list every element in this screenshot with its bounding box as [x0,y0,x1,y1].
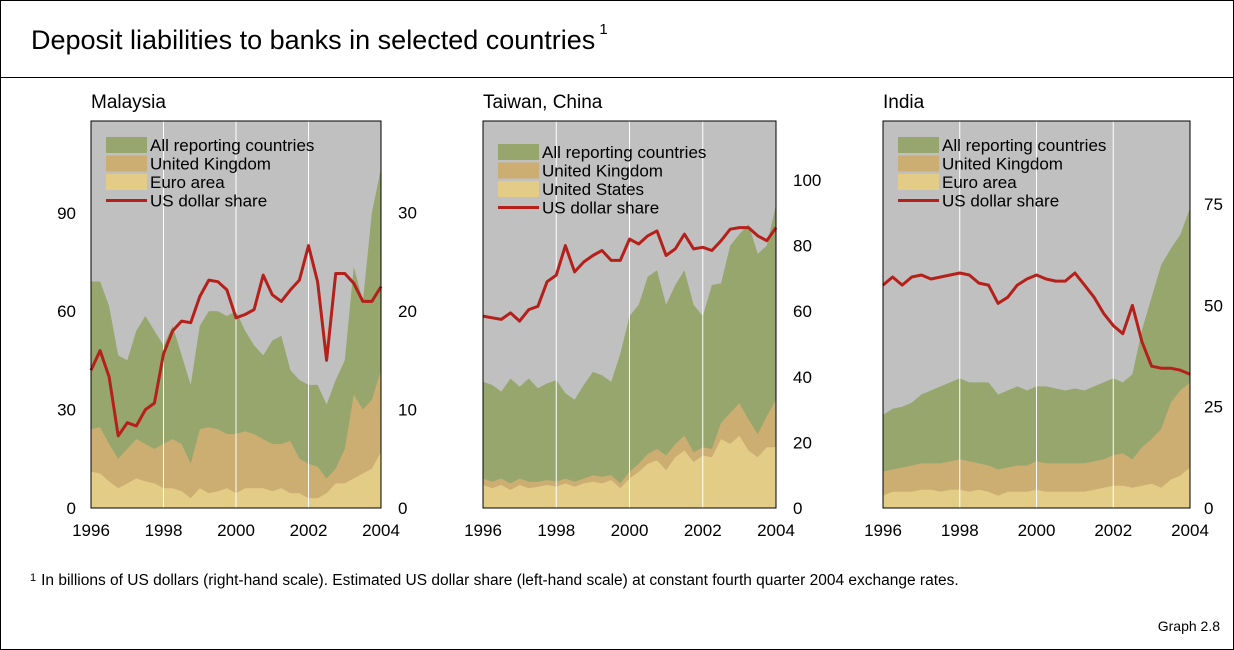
footnote: 1 In billions of US dollars (right-hand s… [30,570,1218,592]
right-tick-label-100: 100 [793,171,821,190]
graph-number: Graph 2.8 [1157,618,1220,634]
left-tick-label-90: 90 [57,204,76,223]
legend-swatch-united-kingdom [898,155,939,172]
legend-label: Euro area [150,173,225,192]
graph-title-text: Deposit liabilities to banks in selected… [31,25,596,55]
legend-label: US dollar share [542,199,659,218]
legend-swatch-united-states [498,181,539,197]
legend-label: US dollar share [942,192,1059,211]
left-tick-label-60: 60 [57,302,76,321]
panel-title: Malaysia [91,92,166,113]
title-bar: Deposit liabilities to banks in selected… [1,1,1233,78]
legend-label: All reporting countries [942,136,1106,155]
right-tick-label-10: 10 [398,401,417,420]
line-us-dollar-share [482,226,778,323]
chart-panel-2: Taiwan, China 1996 1998 2000 2002 2004 0 20 40 60… [464,92,821,540]
plot-frame [90,120,382,509]
chart-panel-3: India 1996 1998 2000 2002 2004 0 25 50 75 All repo… [864,92,1223,540]
legend-label: All reporting countries [542,143,706,162]
right-tick-label-60: 60 [793,302,812,321]
left-tick-label-30: 30 [57,401,76,420]
legend-label: United Kingdom [942,155,1063,174]
right-tick-label-50: 50 [1204,296,1223,315]
x-tick-label-1998: 1998 [537,521,575,540]
legend-label: Euro area [942,173,1017,192]
x-tick-label-2002: 2002 [1094,521,1132,540]
plot-frame [482,120,777,509]
right-tick-label-75: 75 [1204,195,1223,214]
x-tick-label-1996: 1996 [864,521,902,540]
title-footnote-mark: 1 [599,21,608,38]
footnote-mark: 1 [30,572,37,584]
x-tick-label-2000: 2000 [611,521,649,540]
panel-title: India [883,92,925,113]
legend-swatch-united-kingdom [106,155,147,172]
x-tick-label-2004: 2004 [1171,521,1209,540]
legend-swatch-euro-area [106,174,147,190]
chart-panel-1: Malaysia 1996 1998 2000 2002 2004 0 30 60 90 0 10 20… [57,92,417,540]
right-tick-label-80: 80 [793,237,812,256]
x-tick-label-1998: 1998 [145,521,183,540]
x-tick-label-1998: 1998 [941,521,979,540]
right-tick-label-0: 0 [793,499,802,518]
legend-swatch-all-reporting-countries [498,144,539,160]
legend-label: United Kingdom [542,162,663,181]
x-tick-label-2004: 2004 [362,521,400,540]
x-tick-label-2004: 2004 [757,521,795,540]
legend-label: United Kingdom [150,155,271,174]
right-tick-label-40: 40 [793,368,812,387]
footnote-text: In billions of US dollars (right-hand sc… [41,572,959,589]
x-tick-label-1996: 1996 [464,521,502,540]
x-tick-label-1996: 1996 [72,521,110,540]
legend-label: US dollar share [150,192,267,211]
line-us-dollar-share [882,271,1191,376]
left-tick-label-0: 0 [67,499,76,518]
legend-swatch-euro-area [898,174,939,190]
plot-frame [882,120,1191,509]
x-tick-label-2000: 2000 [1018,521,1056,540]
legend-label: United States [542,180,644,199]
right-tick-label-20: 20 [793,433,812,452]
panel-title: Taiwan, China [483,92,603,113]
legend-label: All reporting countries [150,136,314,155]
right-tick-label-20: 20 [398,302,417,321]
right-tick-label-0: 0 [1204,499,1213,518]
legend-swatch-all-reporting-countries [898,137,939,153]
graph-title: Deposit liabilities to banks in selected… [31,21,608,56]
x-tick-label-2000: 2000 [217,521,255,540]
right-tick-label-0: 0 [398,499,407,518]
legend-swatch-all-reporting-countries [106,137,147,153]
right-tick-label-25: 25 [1204,398,1223,417]
x-tick-label-2002: 2002 [290,521,328,540]
right-tick-label-30: 30 [398,204,417,223]
line-us-dollar-share [89,244,383,438]
legend-swatch-united-kingdom [498,162,539,179]
x-tick-label-2002: 2002 [684,521,722,540]
